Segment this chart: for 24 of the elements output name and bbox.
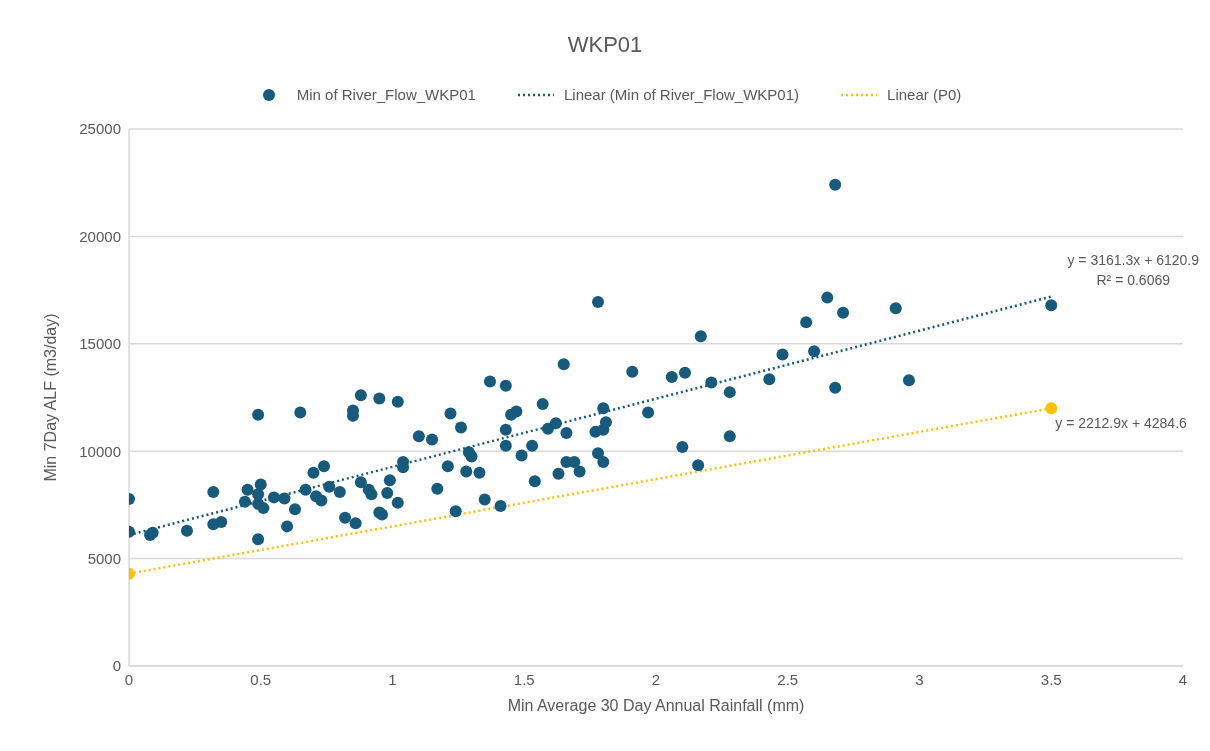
x-tick-label: 1 <box>388 670 397 688</box>
y-axis-title: Min 7Day ALF (m3/day) <box>41 313 59 482</box>
x-tick-label: 0.5 <box>250 670 272 688</box>
legend-label: Linear (Min of River_Flow_WKP01) <box>563 86 800 103</box>
y-tick-label: 25000 <box>79 120 121 138</box>
legend-label: Linear (P0) <box>887 86 962 103</box>
x-tick-label: 2.5 <box>777 670 799 688</box>
x-tick-label: 1.5 <box>513 670 535 688</box>
x-tick-label: 0 <box>124 670 134 688</box>
x-tick-label: 3 <box>915 670 924 688</box>
y-tick-label: 20000 <box>79 227 121 245</box>
annotation: R² = 0.6069 <box>1096 271 1171 288</box>
x-tick-label: 4 <box>1178 670 1188 688</box>
x-tick-label: 2 <box>651 670 661 688</box>
legend-label: Min of River_Flow_WKP01 <box>296 86 476 103</box>
y-tick-label: 0 <box>112 657 121 675</box>
chart-title: WKP01 <box>566 32 644 58</box>
annotation: y = 2212.9x + 4284.6 <box>1055 415 1188 432</box>
x-tick-label: 3.5 <box>1040 670 1062 688</box>
y-tick-label: 15000 <box>79 335 121 353</box>
y-tick-label: 10000 <box>79 442 121 460</box>
x-axis-title: Min Average 30 Day Annual Rainfall (mm) <box>507 697 805 714</box>
annotation: y = 3161.3x + 6120.9 <box>1067 251 1200 268</box>
y-tick-label: 5000 <box>87 549 121 567</box>
